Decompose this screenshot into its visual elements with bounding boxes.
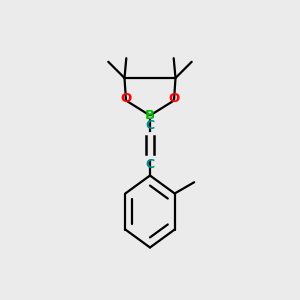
Text: C: C bbox=[146, 158, 154, 171]
Text: O: O bbox=[168, 92, 180, 106]
Text: C: C bbox=[146, 119, 154, 132]
Text: O: O bbox=[120, 92, 132, 106]
Text: B: B bbox=[145, 109, 155, 122]
